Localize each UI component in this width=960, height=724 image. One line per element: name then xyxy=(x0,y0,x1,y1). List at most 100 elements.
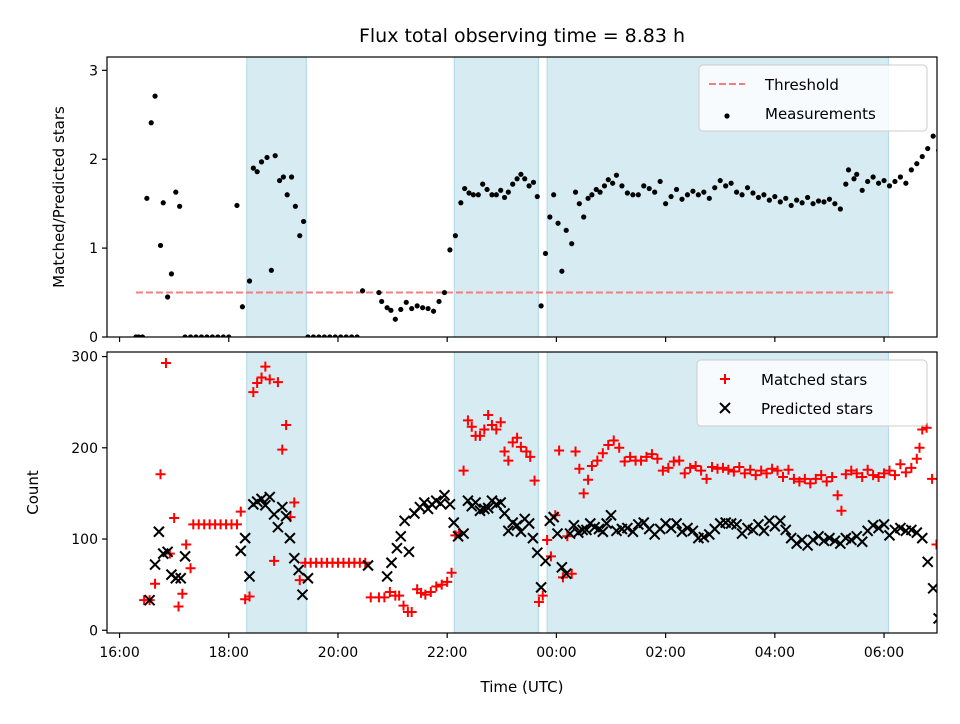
matched-star-point xyxy=(690,461,701,472)
matched-star-point xyxy=(442,576,453,587)
measurement-point xyxy=(209,334,215,337)
predicted-star-point xyxy=(235,545,247,557)
predicted-star-point xyxy=(905,524,918,536)
measurement-point xyxy=(761,192,767,198)
measurement-point xyxy=(157,242,164,249)
matched-star-point xyxy=(495,417,506,428)
xtick-label: 02:00 xyxy=(645,645,685,661)
matched-star-point xyxy=(696,465,707,476)
predicted-star-point xyxy=(502,525,515,537)
predicted-star-point xyxy=(580,524,593,536)
top-panel: 0 1 2 3 Matched/Predicted stars Threshold Meas… xyxy=(50,56,938,346)
matched-star-point xyxy=(827,471,838,482)
matched-star-point xyxy=(851,468,862,479)
matched-star-point xyxy=(857,471,868,482)
predicted-star-point xyxy=(302,572,314,584)
legend-label: Predicted stars xyxy=(761,400,873,418)
measurement-point xyxy=(470,192,477,198)
xtick-label: 06:00 xyxy=(864,645,904,661)
measurement-point xyxy=(772,193,778,200)
measurement-point xyxy=(837,206,843,212)
matched-star-point xyxy=(248,387,259,398)
top-axes-frame xyxy=(106,56,938,338)
matched-star-point xyxy=(761,468,772,479)
measurement-point xyxy=(332,334,338,337)
predicted-star-point xyxy=(922,556,934,568)
measurement-point xyxy=(338,334,344,337)
measurement-point xyxy=(466,190,472,196)
matched-star-point xyxy=(425,586,436,597)
legend-matched-swatch xyxy=(720,374,730,384)
matched-star-point xyxy=(515,441,526,452)
predicted-star-point xyxy=(872,522,885,534)
matched-star-point xyxy=(507,437,518,448)
measurement-point xyxy=(522,176,528,182)
measurement-point xyxy=(919,153,925,160)
matched-star-point xyxy=(750,470,761,481)
measurement-point xyxy=(343,334,349,337)
measurement-point xyxy=(409,305,415,312)
predicted-star-point xyxy=(272,521,284,533)
measurement-point xyxy=(815,198,822,204)
matched-star-point xyxy=(466,421,477,432)
matched-star-point xyxy=(608,435,619,446)
measurement-point xyxy=(559,268,565,274)
measurement-point xyxy=(475,192,481,198)
matched-star-point xyxy=(446,567,457,578)
matched-star-point xyxy=(799,473,810,484)
measurement-point xyxy=(187,334,194,337)
measurement-point xyxy=(804,194,811,201)
matched-star-point xyxy=(889,470,900,481)
predicted-star-point xyxy=(894,522,907,534)
measurement-point xyxy=(359,288,366,294)
measurement-point xyxy=(204,334,210,337)
matched-star-point xyxy=(586,461,597,472)
xtick-label: 20:00 xyxy=(318,645,358,661)
measurement-point xyxy=(136,334,142,337)
matched-star-point xyxy=(914,442,925,453)
measurement-point xyxy=(826,196,833,202)
predicted-star-point xyxy=(457,527,470,540)
measurement-point xyxy=(173,189,179,195)
measurement-point xyxy=(706,195,712,201)
measurement-point xyxy=(717,177,723,184)
measurement-point xyxy=(452,233,458,239)
top-ytick-label: 1 xyxy=(89,241,98,257)
measurement-point xyxy=(695,192,701,198)
measurement-point xyxy=(925,145,931,152)
predicted-star-point xyxy=(681,522,694,534)
measurement-point xyxy=(690,188,696,194)
measurement-point xyxy=(297,233,303,239)
predicted-star-point xyxy=(790,537,803,550)
measurement-point xyxy=(220,334,226,337)
measurement-point xyxy=(177,203,183,209)
series-predicted-stars xyxy=(143,489,937,625)
measurement-point xyxy=(264,154,270,161)
measurement-point xyxy=(859,187,865,193)
measurement-point xyxy=(569,241,575,247)
matched-star-point xyxy=(289,497,300,508)
predicted-star-point xyxy=(807,534,819,546)
xtick-label: 16:00 xyxy=(99,645,139,661)
matched-star-point xyxy=(597,448,608,459)
measurement-point xyxy=(679,196,685,202)
predicted-star-point xyxy=(621,522,634,534)
matched-star-point xyxy=(542,534,553,545)
predicted-star-point xyxy=(523,517,535,530)
measurement-point xyxy=(832,201,838,207)
matched-star-point xyxy=(868,470,879,481)
measurement-point xyxy=(739,192,745,198)
measurement-point xyxy=(254,169,260,175)
predicted-star-point xyxy=(385,557,398,569)
matched-star-point xyxy=(679,468,690,479)
measurement-point xyxy=(593,186,599,193)
measurement-point xyxy=(239,304,246,310)
predicted-star-point xyxy=(867,519,879,532)
matched-star-point xyxy=(529,475,540,486)
measurement-point xyxy=(875,180,882,186)
predicted-star-point xyxy=(452,530,464,542)
measurement-point xyxy=(246,278,253,284)
series-measurements xyxy=(133,93,937,337)
measurement-point xyxy=(139,334,146,337)
matched-star-point xyxy=(384,586,395,597)
